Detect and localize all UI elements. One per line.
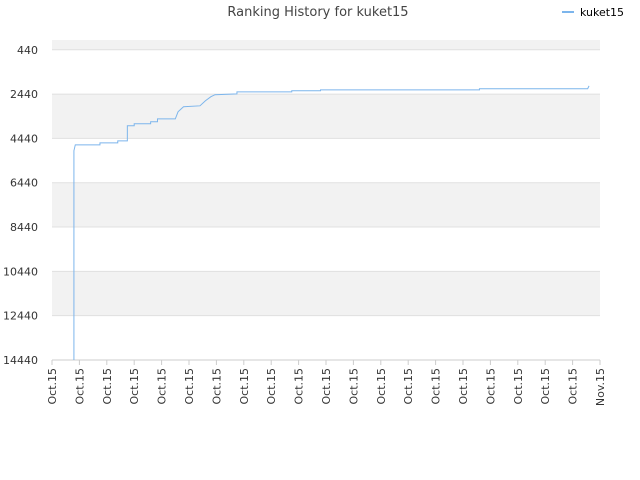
y-tick-label: 8440	[10, 221, 38, 234]
y-tick-label: 6440	[10, 177, 38, 190]
grid-band	[52, 138, 600, 183]
x-tick-label: Oct.15	[402, 368, 415, 405]
y-tick-label: 4440	[10, 132, 38, 145]
x-tick-label: Oct.15	[128, 368, 141, 405]
grid-band	[52, 182, 600, 228]
y-tick-label: 14440	[3, 354, 38, 367]
x-tick-label: Oct.15	[539, 368, 552, 405]
x-tick-label: Oct.15	[238, 368, 251, 405]
x-tick-label: Nov.15	[594, 368, 607, 406]
y-tick-label: 12440	[3, 310, 38, 323]
x-tick-label: Oct.15	[320, 368, 333, 405]
x-tick-label: Oct.15	[293, 368, 306, 405]
x-tick-label: Oct.15	[46, 368, 59, 405]
series-line	[73, 85, 590, 360]
legend-label: kuket15	[580, 6, 624, 19]
x-tick-label: Oct.15	[156, 368, 169, 405]
x-tick-label: Oct.15	[430, 368, 443, 405]
y-tick-label: 2440	[10, 88, 38, 101]
x-tick-label: Oct.15	[101, 368, 114, 405]
grid-band	[52, 271, 600, 316]
y-tick-label: 10440	[3, 265, 38, 278]
grid-band	[52, 227, 600, 272]
grid-band	[52, 94, 600, 139]
grid-band	[52, 315, 600, 360]
x-tick-label: Oct.15	[347, 368, 360, 405]
x-tick-label: Oct.15	[375, 368, 388, 405]
x-tick-label: Oct.15	[183, 368, 196, 405]
x-tick-label: Oct.15	[567, 368, 580, 405]
chart-title: Ranking History for kuket15	[227, 5, 408, 20]
x-tick-label: Oct.15	[210, 368, 223, 405]
y-tick-label: 440	[17, 44, 38, 57]
x-tick-label: Oct.15	[73, 368, 86, 405]
grid-band	[52, 40, 600, 50]
x-tick-label: Oct.15	[484, 368, 497, 405]
grid-band	[52, 49, 600, 95]
x-tick-label: Oct.15	[457, 368, 470, 405]
x-tick-label: Oct.15	[512, 368, 525, 405]
x-tick-label: Oct.15	[265, 368, 278, 405]
